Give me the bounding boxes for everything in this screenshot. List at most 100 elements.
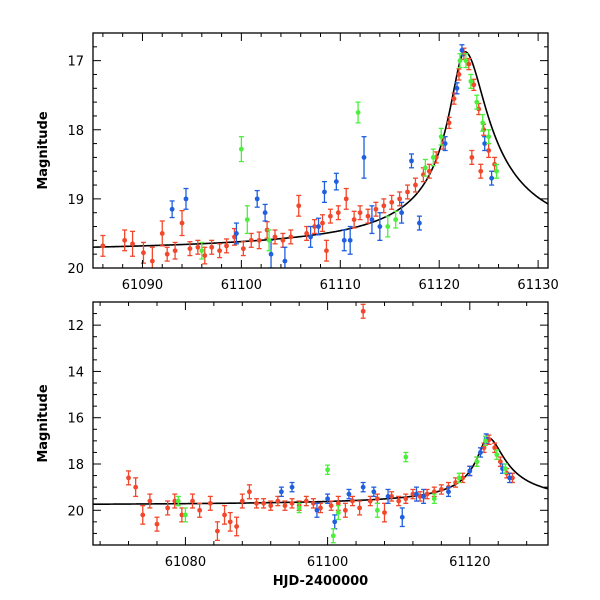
data-point — [438, 134, 444, 140]
data-point — [325, 496, 331, 502]
data-point — [197, 507, 203, 513]
data-point — [492, 445, 498, 451]
data-point — [403, 454, 409, 460]
data-point — [397, 196, 403, 202]
data-point — [460, 475, 466, 481]
data-point — [342, 507, 348, 513]
data-point — [405, 189, 410, 195]
data-point — [389, 494, 394, 499]
data-point — [183, 512, 188, 518]
data-point — [350, 498, 355, 504]
series-blue — [278, 433, 513, 530]
data-point — [453, 480, 458, 485]
x-tick-label: 61080 — [165, 555, 206, 570]
data-point — [466, 61, 472, 67]
y-axis-title: Magnitude — [36, 111, 51, 190]
data-point — [209, 244, 215, 250]
x-tick-label: 61120 — [449, 555, 490, 570]
data-point — [469, 155, 475, 160]
data-point — [382, 510, 387, 515]
series-red — [100, 47, 498, 268]
data-point — [361, 155, 367, 160]
series-red — [126, 303, 515, 542]
data-point — [262, 210, 268, 216]
data-point — [234, 231, 239, 236]
data-point — [457, 58, 463, 64]
data-point — [341, 237, 347, 243]
data-point — [417, 220, 422, 226]
data-point — [333, 179, 339, 185]
data-point — [320, 220, 325, 226]
data-points — [100, 44, 500, 268]
data-point — [374, 507, 380, 513]
data-point — [482, 141, 488, 146]
data-point — [371, 489, 377, 495]
data-point — [247, 489, 252, 495]
x-tick-label: 61130 — [517, 278, 558, 293]
data-point — [327, 213, 333, 219]
model-fit-line — [93, 437, 548, 506]
data-point — [399, 210, 405, 216]
data-point — [347, 237, 353, 243]
data-point — [409, 158, 414, 164]
data-point — [195, 244, 201, 250]
data-point — [289, 484, 295, 490]
data-point — [240, 246, 246, 252]
data-point — [468, 78, 474, 84]
data-point — [322, 189, 327, 195]
data-point — [463, 58, 469, 64]
data-point — [310, 500, 316, 506]
data-point — [360, 308, 366, 314]
data-point — [179, 512, 185, 518]
data-point — [369, 217, 375, 223]
data-point — [130, 241, 135, 247]
data-point — [244, 217, 250, 223]
data-point — [175, 498, 181, 504]
y-tick-label: 20 — [67, 262, 84, 277]
data-point — [308, 234, 314, 240]
x-tick-label: 61090 — [122, 278, 163, 293]
x-tick-label: 61100 — [221, 278, 262, 293]
data-point — [399, 514, 405, 520]
data-point — [414, 491, 419, 497]
data-point — [312, 224, 317, 229]
data-point — [133, 484, 139, 490]
data-point — [147, 498, 153, 504]
data-point — [169, 206, 175, 212]
data-point — [357, 210, 363, 216]
data-point — [451, 96, 457, 102]
data-point — [164, 251, 170, 257]
data-point — [403, 496, 409, 502]
data-point — [282, 258, 288, 264]
data-point — [288, 234, 294, 240]
data-point — [421, 494, 426, 499]
data-point — [332, 519, 338, 525]
data-point — [365, 213, 371, 219]
y-tick-label: 20 — [67, 504, 84, 519]
data-point — [314, 507, 320, 513]
data-point — [100, 243, 106, 249]
data-point — [346, 491, 352, 497]
data-point — [351, 217, 357, 223]
data-point — [207, 500, 213, 506]
data-point — [446, 489, 451, 495]
data-point — [272, 234, 278, 240]
data-point — [422, 165, 428, 171]
data-point — [268, 503, 274, 509]
data-point — [446, 120, 452, 126]
y-tick-label: 14 — [67, 365, 84, 380]
data-point — [431, 489, 437, 495]
data-point — [343, 196, 349, 202]
data-point — [266, 237, 272, 243]
data-point — [165, 505, 171, 511]
data-point — [494, 168, 499, 174]
data-point — [140, 512, 146, 518]
data-point — [222, 512, 227, 518]
data-point — [474, 99, 480, 105]
data-point — [122, 237, 128, 243]
data-point — [239, 498, 245, 504]
data-point — [360, 484, 366, 490]
data-point — [335, 500, 341, 506]
data-point — [456, 72, 462, 77]
